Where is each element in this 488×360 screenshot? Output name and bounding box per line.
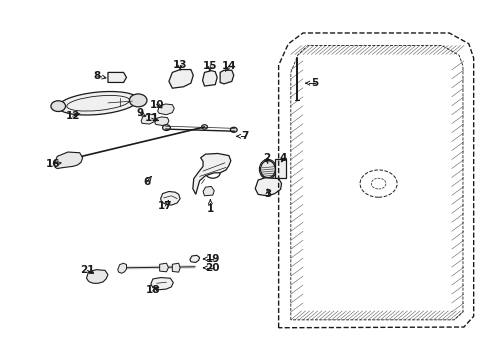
Text: 5: 5 xyxy=(311,78,318,88)
Text: 3: 3 xyxy=(264,189,271,199)
Polygon shape xyxy=(192,153,230,194)
Polygon shape xyxy=(160,192,180,205)
Polygon shape xyxy=(151,278,173,290)
Text: 10: 10 xyxy=(149,100,163,110)
Polygon shape xyxy=(141,114,156,124)
Text: 12: 12 xyxy=(65,111,80,121)
Text: 19: 19 xyxy=(205,254,220,264)
Text: 16: 16 xyxy=(46,159,61,169)
Text: 15: 15 xyxy=(203,61,217,71)
Polygon shape xyxy=(108,72,126,82)
Polygon shape xyxy=(203,186,214,196)
Text: 4: 4 xyxy=(279,153,286,163)
Text: 7: 7 xyxy=(240,131,248,141)
Polygon shape xyxy=(220,70,233,84)
Polygon shape xyxy=(255,178,281,196)
Polygon shape xyxy=(202,71,217,86)
Text: 6: 6 xyxy=(143,177,150,187)
Text: 8: 8 xyxy=(93,71,101,81)
Text: 20: 20 xyxy=(205,263,220,273)
Text: 1: 1 xyxy=(206,204,214,214)
Polygon shape xyxy=(54,152,82,168)
Text: 21: 21 xyxy=(80,265,95,275)
Circle shape xyxy=(162,125,170,131)
Text: 9: 9 xyxy=(136,108,143,118)
Text: 18: 18 xyxy=(145,285,160,296)
Text: 2: 2 xyxy=(262,153,269,163)
Circle shape xyxy=(230,127,237,132)
Text: 13: 13 xyxy=(173,59,187,69)
Polygon shape xyxy=(118,263,126,273)
Polygon shape xyxy=(189,255,199,262)
Polygon shape xyxy=(172,263,180,272)
Ellipse shape xyxy=(260,161,275,178)
Text: 14: 14 xyxy=(221,61,236,71)
Polygon shape xyxy=(86,270,108,283)
Polygon shape xyxy=(159,263,168,272)
Polygon shape xyxy=(275,159,286,178)
Polygon shape xyxy=(158,104,174,115)
Circle shape xyxy=(51,101,65,112)
Polygon shape xyxy=(155,117,168,126)
Ellipse shape xyxy=(58,91,138,115)
Polygon shape xyxy=(168,69,193,88)
Text: 17: 17 xyxy=(158,201,172,211)
Text: 11: 11 xyxy=(144,113,159,123)
Circle shape xyxy=(129,94,147,107)
